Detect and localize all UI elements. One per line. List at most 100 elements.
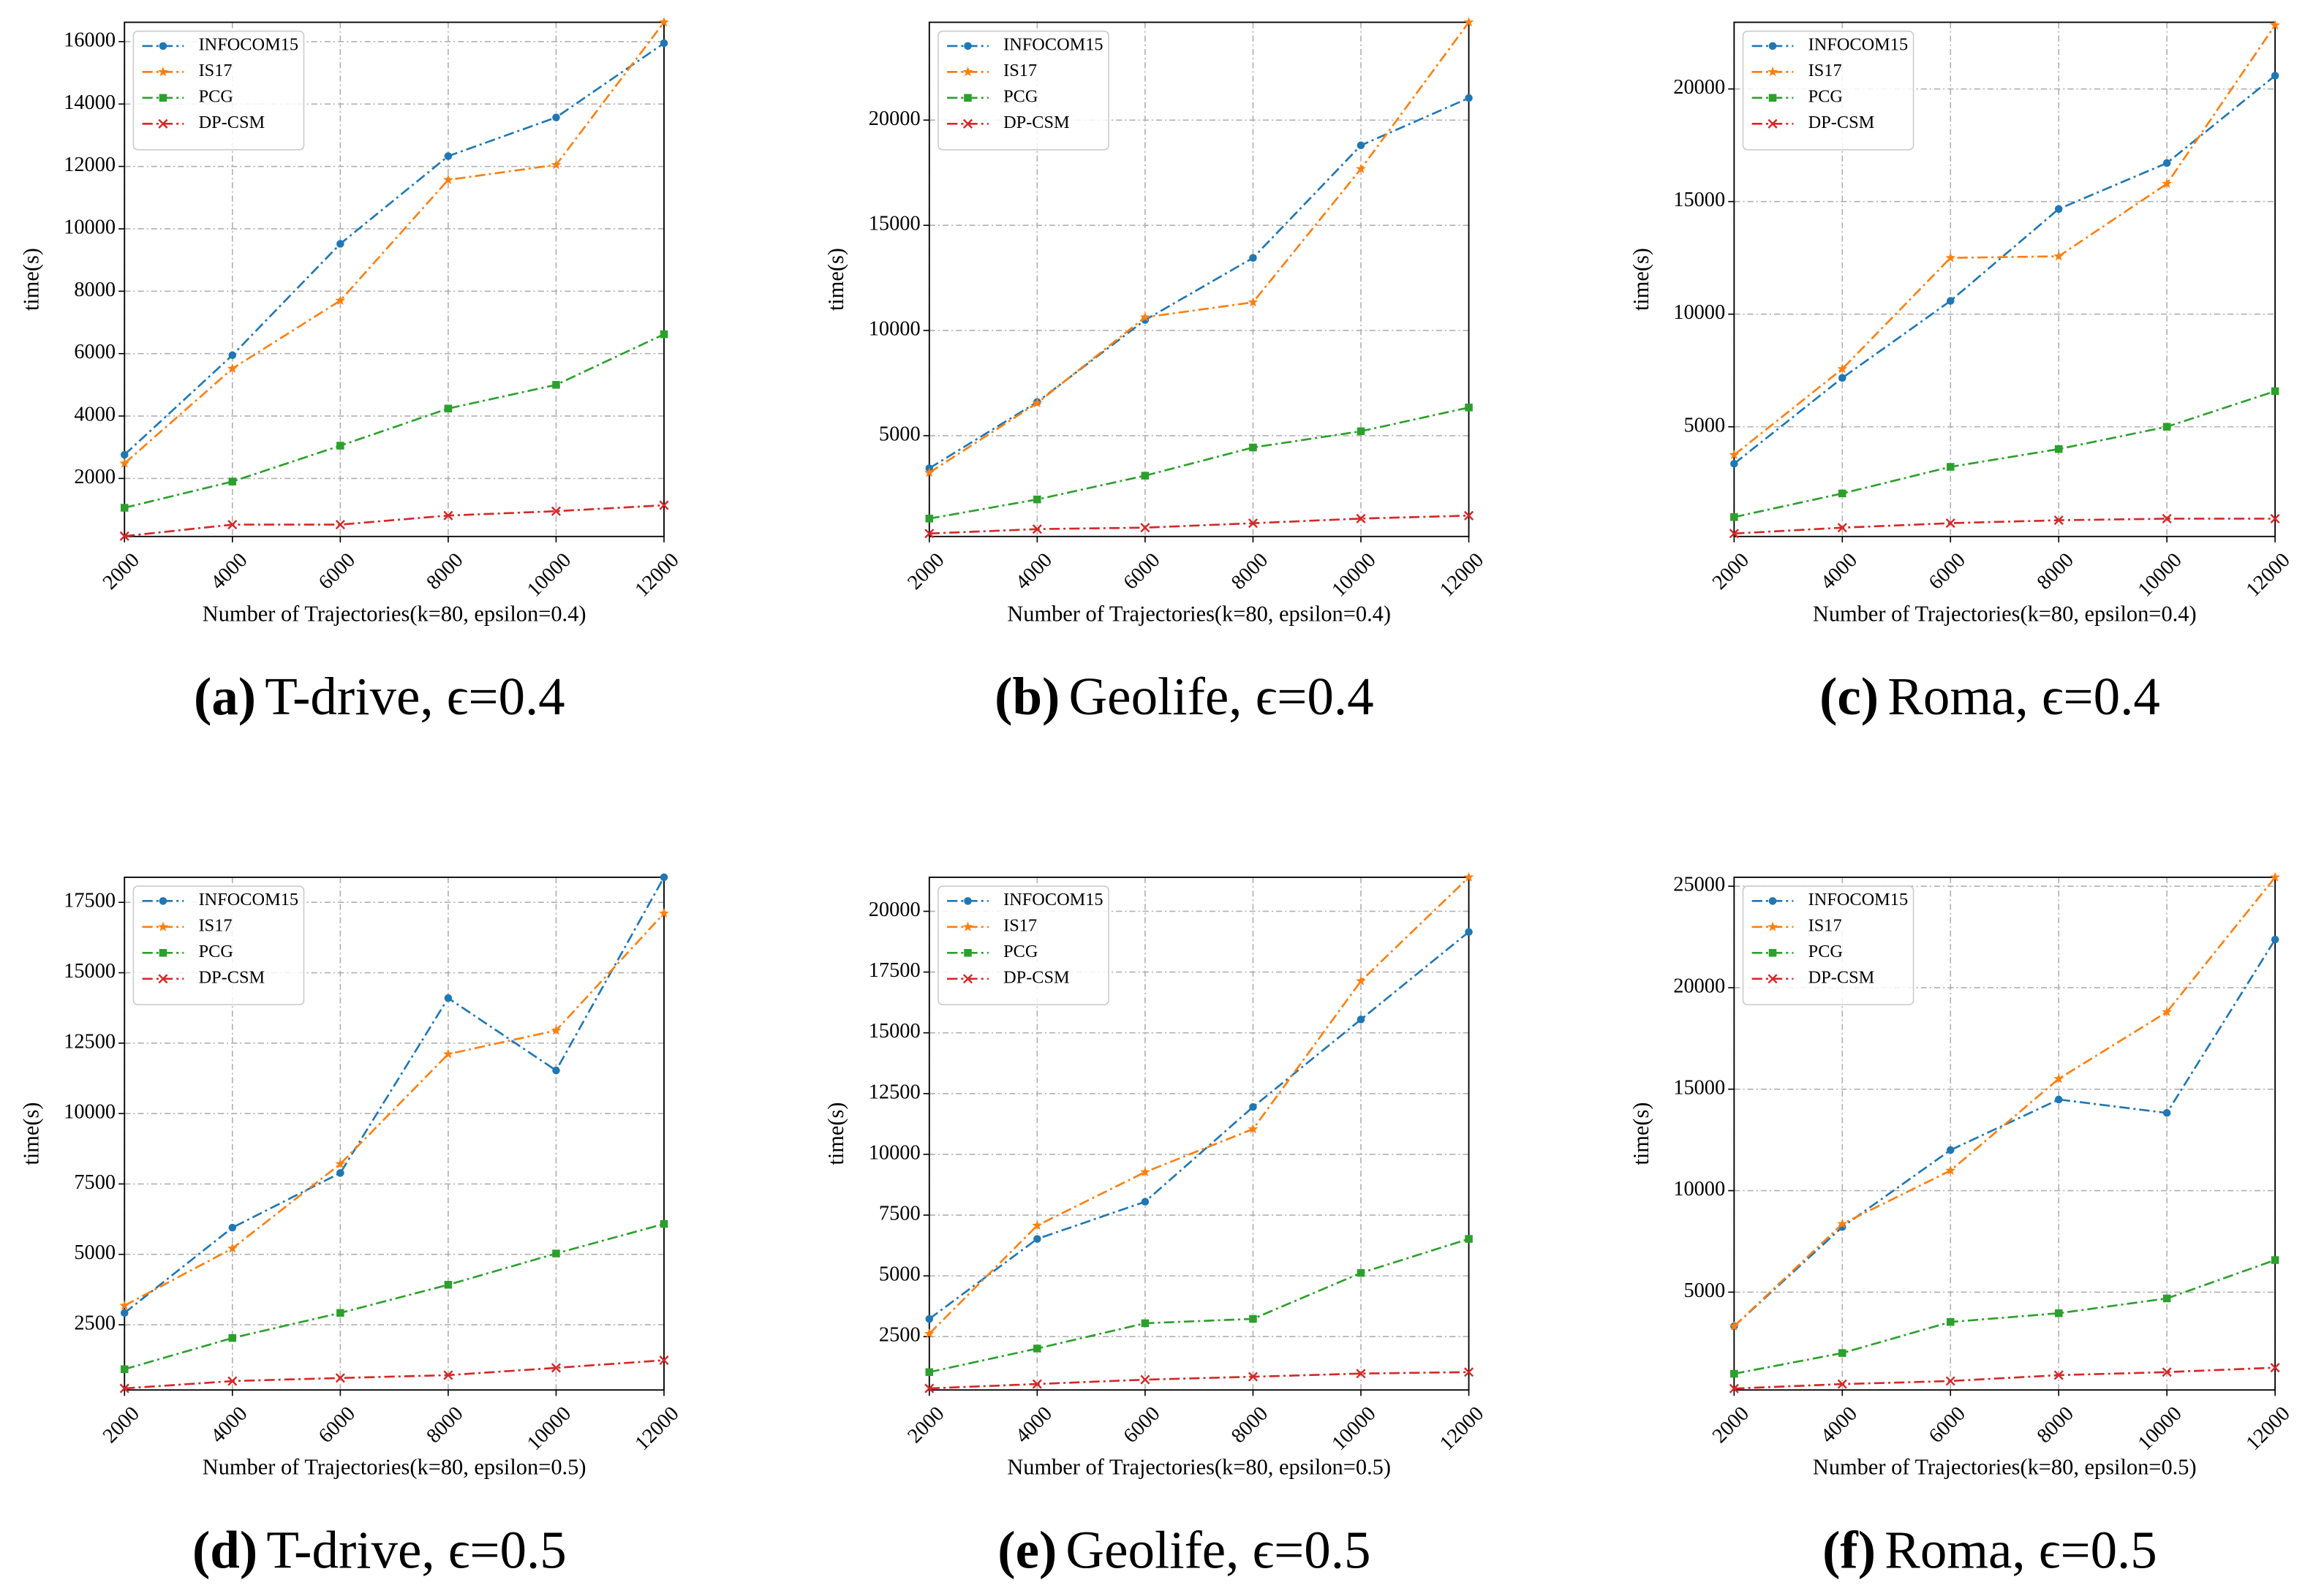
- legend-label: INFOCOM15: [1003, 34, 1103, 54]
- marker: [924, 1328, 935, 1339]
- marker: [1032, 1379, 1042, 1389]
- marker: [228, 1223, 237, 1232]
- marker: [158, 67, 168, 77]
- caption: (a) T-drive, ϵ=0.4: [194, 667, 565, 726]
- marker: [1139, 1166, 1150, 1177]
- marker: [336, 1309, 344, 1317]
- marker: [660, 1219, 668, 1228]
- x-tick-label: 4000: [1011, 549, 1057, 594]
- caption-label: (b): [995, 667, 1060, 726]
- caption-text: T-drive, ϵ=0.4: [265, 667, 565, 726]
- subplot: 2000 4000 6000 8000 10000 12000 5000 10000 15000…: [1629, 871, 2295, 1579]
- caption-label: (d): [192, 1520, 257, 1579]
- x-tick-label: 12000: [1435, 1402, 1488, 1455]
- y-axis-label: time(s): [823, 248, 848, 311]
- y-tick-label: 14000: [64, 91, 116, 114]
- marker: [1767, 921, 1778, 931]
- x-tick-label: 10000: [523, 549, 576, 602]
- x-axis-label: Number of Trajectories(k=80, epsilon=0.5…: [203, 1455, 586, 1480]
- marker: [2162, 178, 2173, 189]
- subplot: 2000 4000 6000 8000 10000 12000 2500 5000 7500 10…: [823, 871, 1488, 1579]
- y-tick-label: 17500: [869, 959, 921, 982]
- marker: [1767, 67, 1778, 77]
- marker: [1356, 1369, 1366, 1379]
- caption-label: (a): [194, 667, 256, 726]
- marker: [1032, 1220, 1043, 1230]
- series-line: [124, 1222, 665, 1371]
- caption-label: (c): [1819, 667, 1879, 726]
- marker: [1357, 1268, 1365, 1277]
- marker: [2054, 205, 2063, 213]
- legend-box: [1742, 30, 1914, 151]
- marker: [924, 467, 935, 477]
- marker: [2270, 1363, 2280, 1373]
- marker: [442, 174, 453, 184]
- marker: [2053, 1073, 2064, 1083]
- caption-text: T-drive, ϵ=0.5: [266, 1520, 566, 1579]
- caption: (d) T-drive, ϵ=0.5: [192, 1520, 567, 1579]
- marker: [119, 1383, 129, 1393]
- marker: [1945, 1376, 1955, 1386]
- marker: [1141, 1198, 1150, 1206]
- marker: [1768, 42, 1777, 50]
- x-tick-label: 10000: [2134, 549, 2187, 602]
- legend-label: IS17: [199, 61, 233, 80]
- marker: [2162, 423, 2171, 431]
- x-tick-label: 4000: [1816, 1402, 1862, 1448]
- marker: [962, 118, 973, 129]
- subplot: 2000 4000 6000 8000 10000 12000 5000 10000 15000…: [823, 17, 1488, 726]
- y-tick-label: 10000: [1673, 1178, 1725, 1200]
- x-tick-label: 6000: [1925, 549, 1970, 594]
- x-tick-label: 8000: [423, 549, 468, 594]
- y-tick-label: 25000: [1673, 874, 1725, 896]
- marker: [1465, 928, 1473, 937]
- marker: [1248, 297, 1259, 307]
- marker: [2162, 1006, 2173, 1017]
- legend-label: PCG: [199, 942, 233, 961]
- caption-text: Roma, ϵ=0.5: [1885, 1520, 2157, 1579]
- y-tick-label: 5000: [1683, 414, 1725, 436]
- marker: [443, 510, 453, 521]
- x-tick-label: 4000: [1011, 1402, 1057, 1448]
- legend-label: IS17: [1808, 915, 1842, 935]
- marker: [1946, 297, 1955, 305]
- marker: [1141, 1319, 1150, 1328]
- marker: [119, 1300, 130, 1310]
- marker: [1946, 463, 1955, 471]
- y-tick-label: 20000: [1673, 76, 1725, 99]
- y-tick-label: 12500: [869, 1081, 921, 1103]
- marker: [1033, 1235, 1041, 1243]
- marker: [336, 442, 344, 450]
- marker: [1730, 1369, 1738, 1378]
- series-line: [929, 514, 1469, 535]
- y-tick-label: 10000: [64, 216, 116, 239]
- plot-frame: [1733, 21, 2276, 537]
- legend-label: DP-CSM: [1003, 967, 1070, 987]
- marker: [659, 907, 669, 918]
- x-tick-label: 12000: [631, 1402, 684, 1455]
- marker: [1729, 1320, 1740, 1331]
- y-axis-label: time(s): [19, 1103, 44, 1165]
- y-axis-label: time(s): [823, 1103, 848, 1165]
- marker: [1357, 1016, 1365, 1024]
- marker: [551, 159, 562, 170]
- marker: [1249, 1315, 1257, 1323]
- series-line: [124, 1359, 665, 1390]
- legend-label: PCG: [1808, 86, 1843, 106]
- marker: [336, 240, 344, 248]
- x-tick-label: 4000: [206, 549, 252, 594]
- marker: [1767, 974, 1778, 984]
- caption-text: Roma, ϵ=0.4: [1887, 667, 2160, 726]
- marker: [1729, 449, 1740, 460]
- y-tick-label: 5000: [879, 423, 921, 445]
- x-tick-label: 12000: [631, 549, 684, 602]
- marker: [1033, 1345, 1041, 1353]
- plot-frame: [124, 21, 665, 537]
- x-tick-label: 2000: [1708, 1402, 1754, 1448]
- marker: [1033, 495, 1041, 504]
- x-tick-label: 2000: [99, 549, 144, 594]
- series-line: [1733, 75, 2276, 465]
- legend-box: [132, 30, 305, 151]
- marker: [1357, 427, 1365, 436]
- marker: [335, 295, 346, 306]
